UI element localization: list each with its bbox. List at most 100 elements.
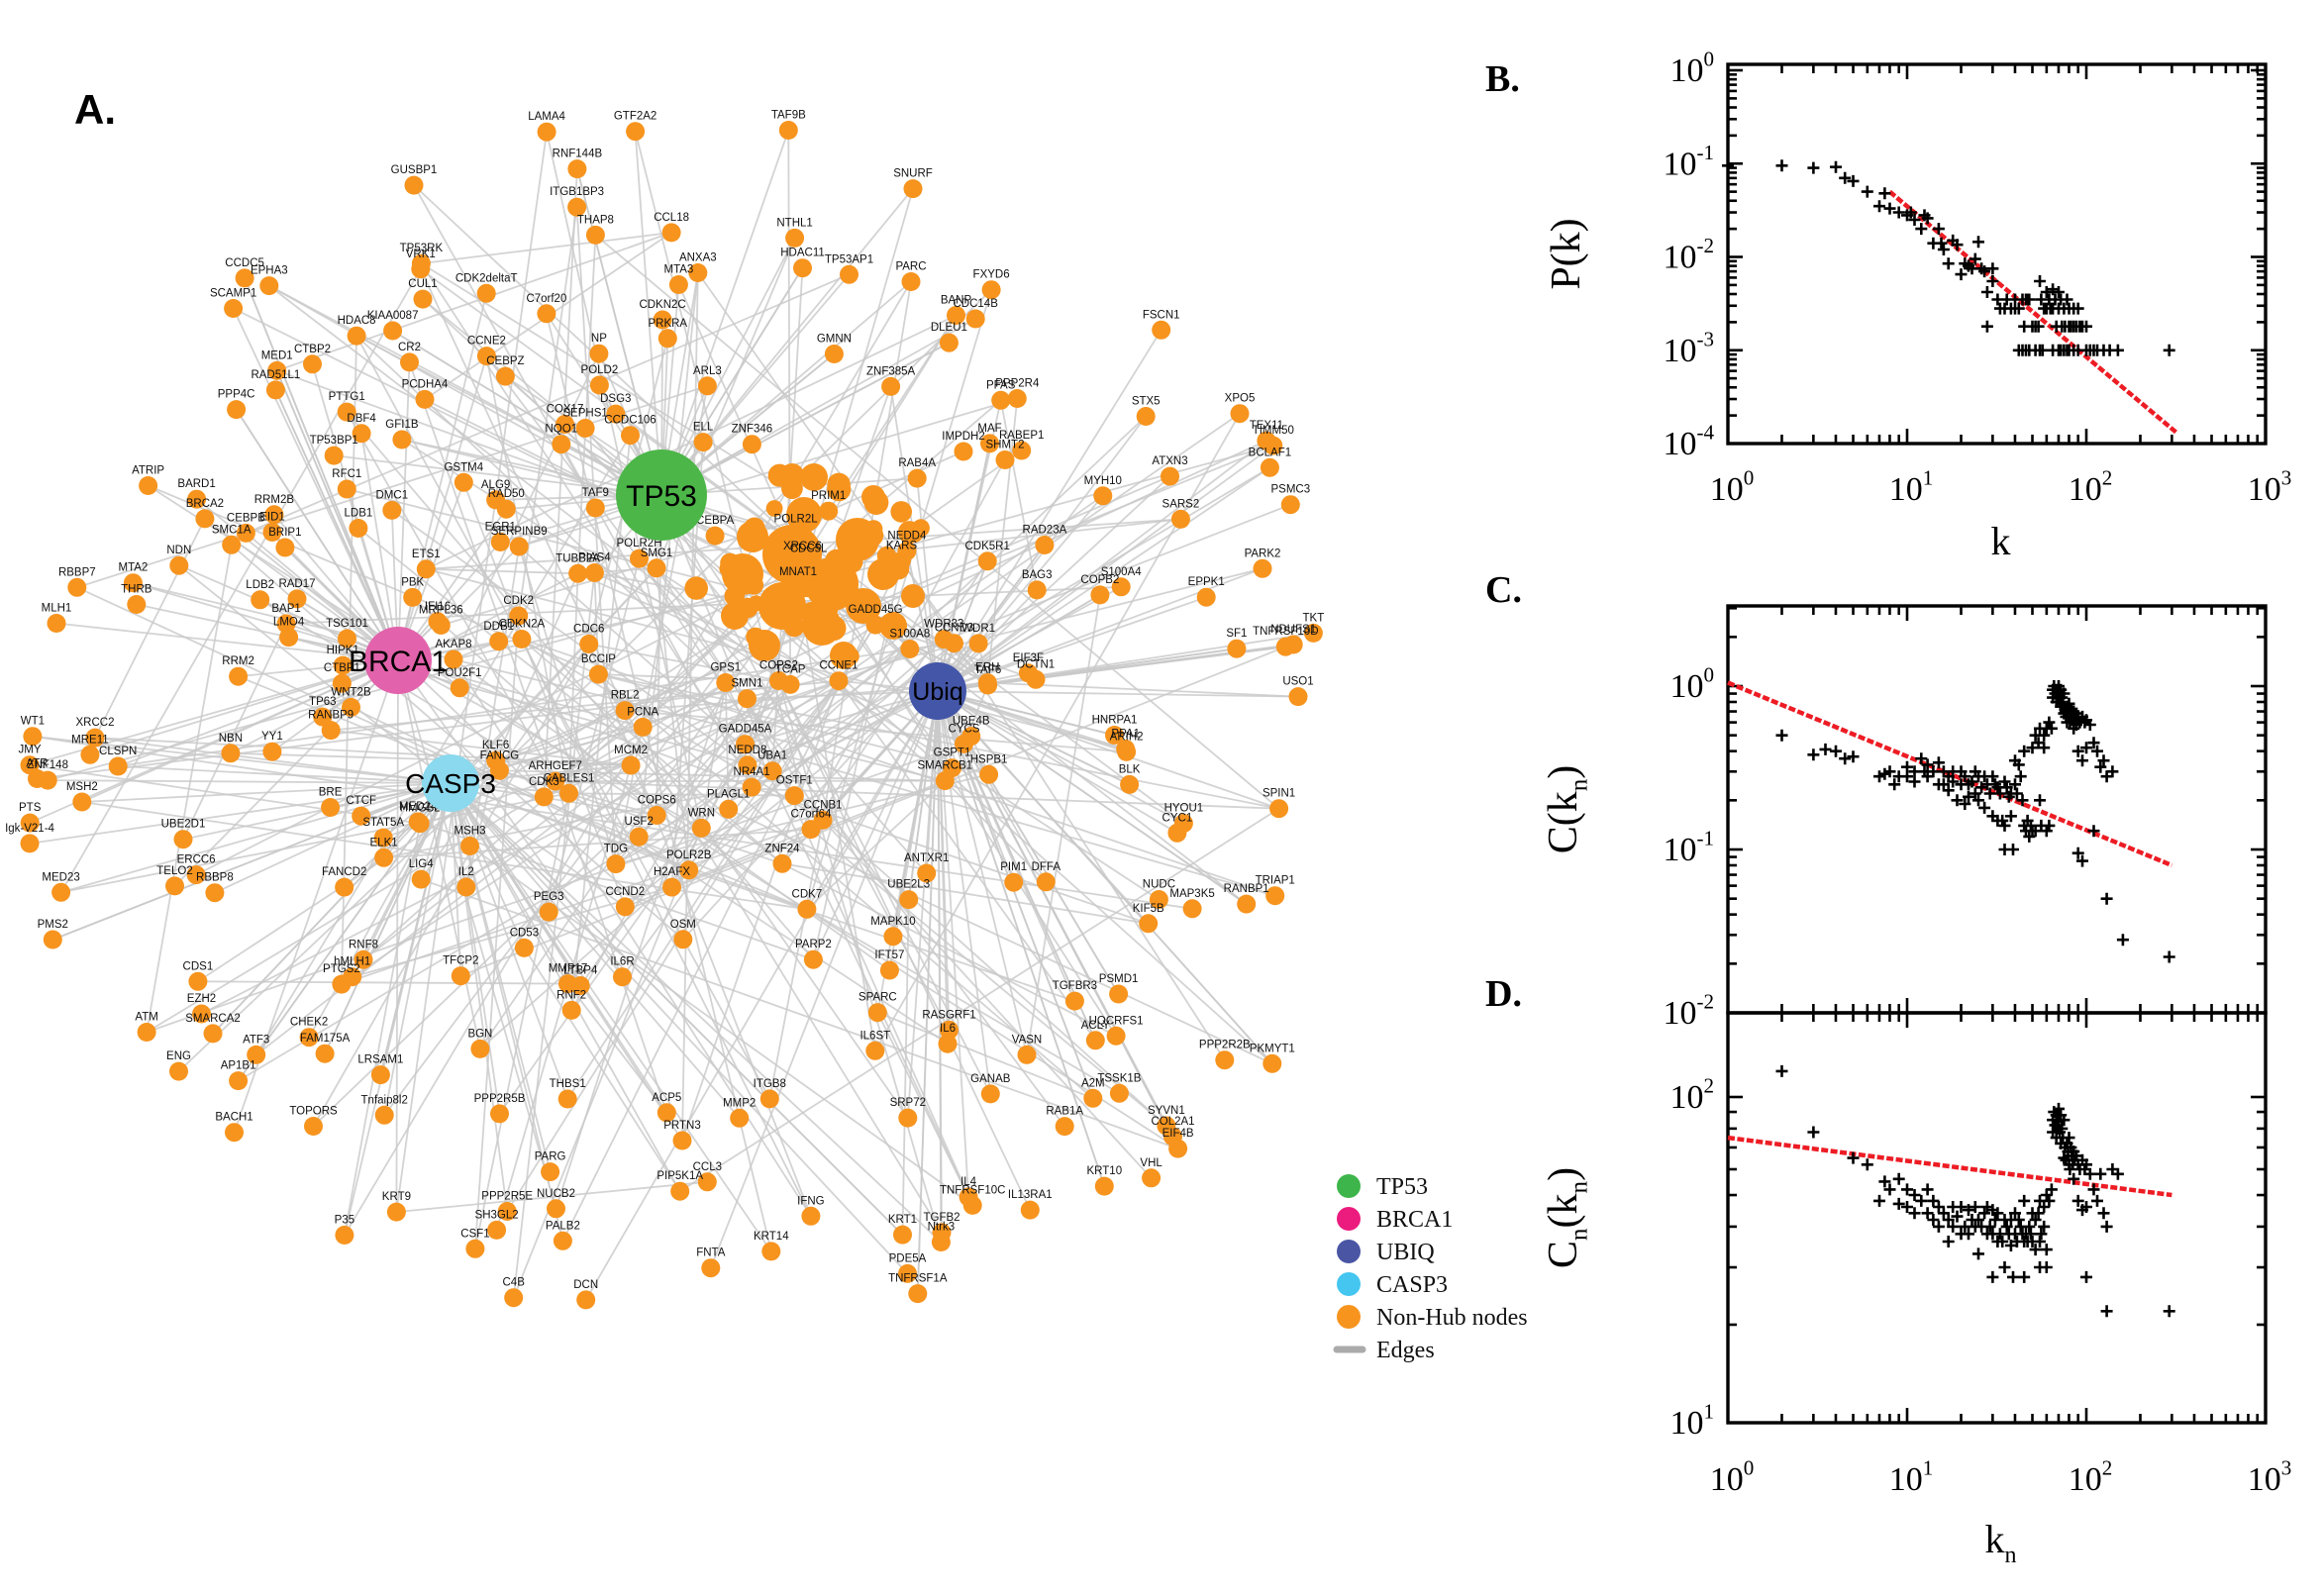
network-node[interactable] — [661, 223, 681, 243]
network-node[interactable] — [386, 1202, 406, 1222]
network-node[interactable] — [537, 304, 556, 324]
network-node[interactable] — [968, 634, 988, 653]
network-node[interactable] — [165, 876, 184, 896]
network-node[interactable] — [335, 1226, 354, 1245]
network-node[interactable] — [1004, 872, 1024, 892]
network-node[interactable] — [1215, 1050, 1235, 1070]
network-node[interactable] — [662, 877, 681, 897]
network-node[interactable] — [303, 354, 322, 374]
network-node[interactable] — [235, 268, 254, 288]
network-node[interactable] — [898, 1263, 917, 1283]
network-node[interactable] — [47, 614, 66, 633]
network-node[interactable] — [416, 559, 436, 579]
network-node[interactable] — [546, 771, 565, 791]
network-node[interactable] — [786, 525, 806, 545]
network-node[interactable] — [977, 673, 997, 693]
network-node[interactable] — [899, 890, 919, 910]
network-node[interactable] — [762, 761, 782, 781]
network-node[interactable] — [1173, 814, 1193, 833]
network-node[interactable] — [487, 1220, 507, 1240]
network-node[interactable] — [347, 326, 366, 346]
hub-node-brca1[interactable] — [364, 627, 432, 694]
network-node[interactable] — [931, 1233, 951, 1251]
network-node[interactable] — [497, 1202, 517, 1221]
network-node[interactable] — [797, 899, 817, 919]
network-node[interactable] — [991, 390, 1011, 410]
network-node[interactable] — [173, 830, 193, 849]
network-node[interactable] — [954, 442, 973, 461]
network-node[interactable] — [589, 375, 609, 395]
network-node[interactable] — [865, 1041, 885, 1060]
network-node[interactable] — [186, 865, 206, 885]
network-node[interactable] — [1142, 1168, 1162, 1188]
network-node[interactable] — [495, 366, 515, 386]
network-node[interactable] — [730, 1108, 750, 1128]
network-node[interactable] — [962, 1195, 982, 1215]
network-node[interactable] — [893, 1225, 912, 1245]
network-node[interactable] — [1152, 320, 1171, 340]
network-node[interactable] — [584, 563, 604, 582]
network-node[interactable] — [489, 632, 509, 651]
network-node[interactable] — [205, 883, 225, 903]
network-node[interactable] — [701, 1258, 721, 1278]
network-node[interactable] — [496, 499, 516, 519]
network-node[interactable] — [803, 949, 823, 969]
network-node[interactable] — [585, 225, 605, 245]
network-node[interactable] — [908, 1284, 928, 1304]
network-node[interactable] — [613, 967, 632, 987]
network-node[interactable] — [541, 1162, 560, 1182]
network-node[interactable] — [881, 376, 901, 396]
network-node[interactable] — [72, 792, 92, 812]
network-node[interactable] — [465, 1239, 485, 1258]
network-node[interactable] — [108, 756, 128, 776]
network-node[interactable] — [657, 329, 677, 349]
network-node[interactable] — [780, 674, 800, 694]
network-node[interactable] — [1111, 577, 1131, 597]
network-node[interactable] — [127, 595, 147, 614]
network-node[interactable] — [1265, 886, 1285, 906]
network-node[interactable] — [85, 728, 105, 748]
network-node[interactable] — [673, 930, 693, 949]
network-node[interactable] — [187, 489, 207, 509]
network-node[interactable] — [653, 310, 672, 330]
network-node[interactable] — [761, 1242, 781, 1261]
network-node[interactable] — [615, 701, 635, 721]
network-node[interactable] — [738, 755, 758, 775]
network-node[interactable] — [633, 717, 653, 737]
network-node[interactable] — [169, 1061, 188, 1081]
network-node[interactable] — [938, 1034, 958, 1053]
network-node[interactable] — [514, 938, 534, 957]
network-node[interactable] — [570, 976, 590, 995]
network-node[interactable] — [275, 538, 295, 557]
network-node[interactable] — [547, 1199, 565, 1219]
network-node[interactable] — [940, 1020, 959, 1040]
network-node[interactable] — [670, 1181, 690, 1201]
network-node[interactable] — [450, 678, 469, 698]
network-node[interactable] — [224, 299, 244, 318]
network-node[interactable] — [742, 777, 761, 797]
network-node[interactable] — [793, 258, 812, 278]
network-node[interactable] — [1020, 1200, 1040, 1220]
network-node[interactable] — [324, 446, 344, 465]
network-node[interactable] — [1017, 1045, 1037, 1064]
network-node[interactable] — [374, 1105, 394, 1125]
network-node[interactable] — [304, 1117, 323, 1136]
network-node[interactable] — [1109, 1083, 1129, 1103]
network-node[interactable] — [561, 1000, 581, 1020]
network-node[interactable] — [629, 827, 649, 847]
network-node[interactable] — [1136, 407, 1156, 426]
network-node[interactable] — [489, 760, 509, 780]
network-node[interactable] — [299, 1028, 319, 1047]
network-node[interactable] — [719, 799, 739, 819]
network-node[interactable] — [383, 321, 403, 341]
network-node[interactable] — [1106, 1026, 1126, 1046]
network-node[interactable] — [415, 389, 435, 409]
network-node[interactable] — [579, 635, 599, 653]
network-node[interactable] — [1303, 623, 1323, 643]
network-node[interactable] — [939, 333, 959, 352]
network-node[interactable] — [509, 537, 529, 556]
network-node[interactable] — [1260, 457, 1279, 477]
network-node[interactable] — [626, 122, 646, 142]
network-node[interactable] — [276, 614, 296, 634]
network-node[interactable] — [945, 634, 963, 653]
